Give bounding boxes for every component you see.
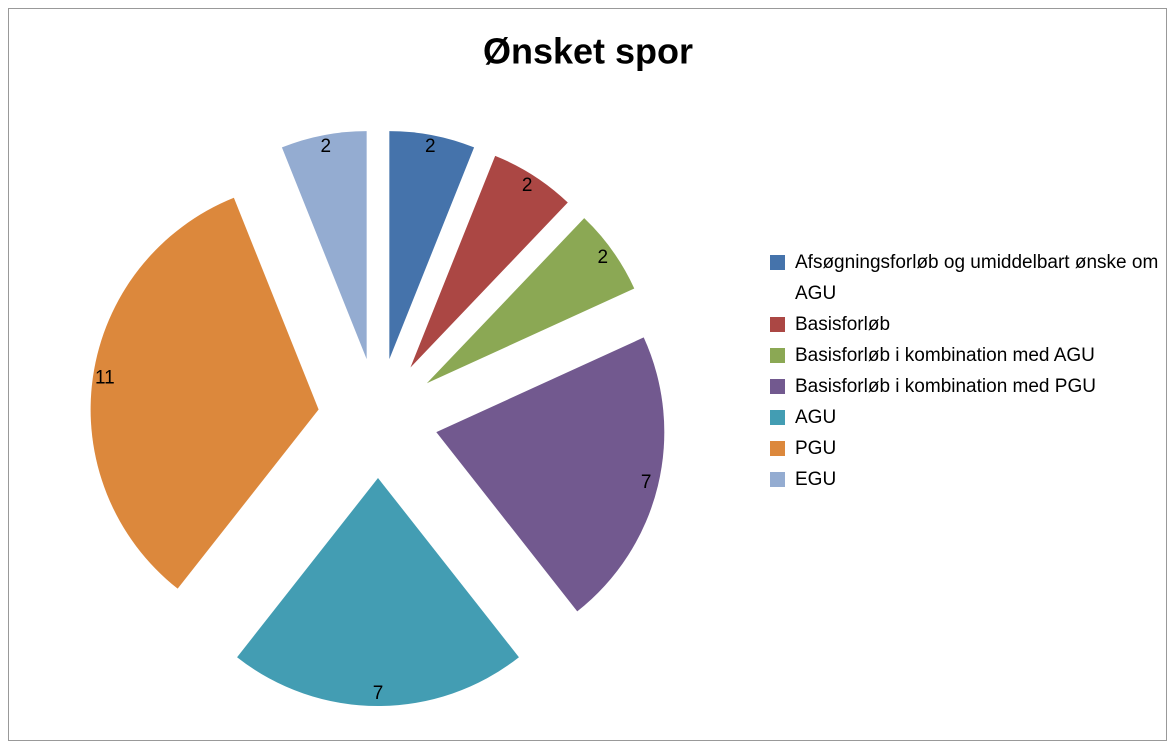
legend-swatch [770,379,785,394]
legend-swatch [770,317,785,332]
legend-label: AGU [795,407,837,428]
legend-label: Basisforløb i kombination med PGU [795,376,1096,397]
data-label: 2 [425,136,436,157]
legend-label: Basisforløb i kombination med AGU [795,345,1095,366]
legend-item: Basisforløb i kombination med AGU [770,340,1160,371]
data-label: 7 [373,683,384,704]
legend-swatch [770,255,785,270]
pie-slice [436,337,665,612]
pie-slice [410,155,568,368]
legend-item: Basisforløb [770,309,1160,340]
data-label: 7 [641,472,652,493]
legend-swatch [770,410,785,425]
chart-title: Ønsket spor [483,31,693,72]
legend-swatch [770,472,785,487]
data-label: 2 [320,136,331,157]
legend-label: EGU [795,469,837,490]
pie-slice [281,131,367,360]
data-label: 11 [95,368,115,389]
pie-slice [389,131,475,360]
legend-item: AGU [770,402,1160,433]
legend-item: Afsøgningsforløb og umiddelbart ønske om… [770,247,1160,309]
legend-item: PGU [770,433,1160,464]
legend-item: Basisforløb i kombination med PGU [770,371,1160,402]
legend-swatch [770,441,785,456]
legend-label: Basisforløb [795,314,891,335]
legend-label: Afsøgningsforløb og umiddelbart ønske om… [795,252,1159,304]
legend: Afsøgningsforløb og umiddelbart ønske om… [770,247,1160,495]
legend-swatch [770,348,785,363]
legend-item: EGU [770,464,1160,495]
pie-slice [237,478,519,706]
pie-slice [426,218,635,384]
data-label: 2 [522,175,533,196]
legend-label: PGU [795,438,837,459]
data-label: 2 [598,247,609,268]
pie-slice [90,197,319,589]
